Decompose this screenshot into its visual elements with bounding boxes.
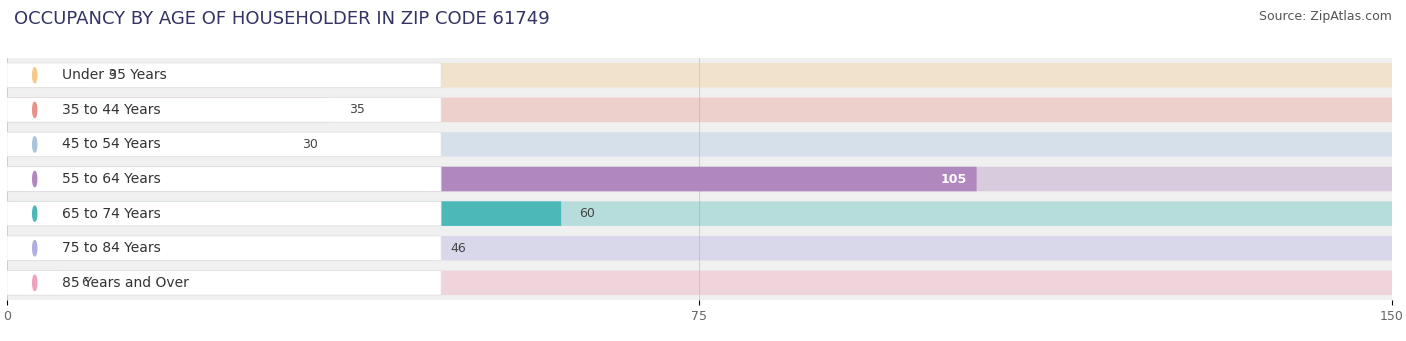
Text: 9: 9: [108, 69, 117, 82]
Circle shape: [32, 275, 37, 291]
FancyBboxPatch shape: [7, 58, 1392, 92]
Text: 46: 46: [450, 242, 465, 255]
Text: Source: ZipAtlas.com: Source: ZipAtlas.com: [1258, 10, 1392, 23]
FancyBboxPatch shape: [7, 167, 1392, 191]
FancyBboxPatch shape: [7, 63, 441, 88]
Text: 105: 105: [941, 173, 967, 186]
FancyBboxPatch shape: [7, 270, 62, 295]
FancyBboxPatch shape: [7, 127, 1392, 162]
FancyBboxPatch shape: [7, 167, 977, 191]
FancyBboxPatch shape: [7, 132, 1392, 157]
Text: 65 to 74 Years: 65 to 74 Years: [62, 207, 162, 221]
Circle shape: [32, 102, 37, 117]
FancyBboxPatch shape: [7, 266, 1392, 300]
FancyBboxPatch shape: [7, 98, 441, 122]
FancyBboxPatch shape: [7, 98, 1392, 122]
FancyBboxPatch shape: [7, 201, 1392, 226]
Text: 30: 30: [302, 138, 318, 151]
FancyBboxPatch shape: [7, 236, 1392, 261]
FancyBboxPatch shape: [7, 132, 441, 157]
FancyBboxPatch shape: [7, 63, 1392, 88]
Circle shape: [32, 206, 37, 221]
Text: 6: 6: [82, 276, 89, 289]
FancyBboxPatch shape: [7, 201, 441, 226]
Circle shape: [32, 137, 37, 152]
FancyBboxPatch shape: [7, 236, 441, 261]
Circle shape: [32, 68, 37, 83]
Circle shape: [32, 241, 37, 256]
FancyBboxPatch shape: [7, 63, 90, 88]
FancyBboxPatch shape: [7, 236, 432, 261]
FancyBboxPatch shape: [7, 196, 1392, 231]
FancyBboxPatch shape: [7, 231, 1392, 266]
FancyBboxPatch shape: [7, 132, 284, 157]
FancyBboxPatch shape: [7, 162, 1392, 196]
Text: 85 Years and Over: 85 Years and Over: [62, 276, 190, 290]
Text: OCCUPANCY BY AGE OF HOUSEHOLDER IN ZIP CODE 61749: OCCUPANCY BY AGE OF HOUSEHOLDER IN ZIP C…: [14, 10, 550, 28]
FancyBboxPatch shape: [7, 167, 441, 191]
Text: 35: 35: [349, 103, 364, 116]
FancyBboxPatch shape: [7, 270, 441, 295]
Circle shape: [32, 172, 37, 187]
Text: 60: 60: [579, 207, 595, 220]
Text: 55 to 64 Years: 55 to 64 Years: [62, 172, 162, 186]
Text: 45 to 54 Years: 45 to 54 Years: [62, 137, 162, 151]
Text: Under 35 Years: Under 35 Years: [62, 68, 167, 82]
FancyBboxPatch shape: [7, 201, 561, 226]
FancyBboxPatch shape: [7, 270, 1392, 295]
FancyBboxPatch shape: [7, 92, 1392, 127]
Text: 75 to 84 Years: 75 to 84 Years: [62, 241, 162, 255]
Text: 35 to 44 Years: 35 to 44 Years: [62, 103, 162, 117]
FancyBboxPatch shape: [7, 98, 330, 122]
